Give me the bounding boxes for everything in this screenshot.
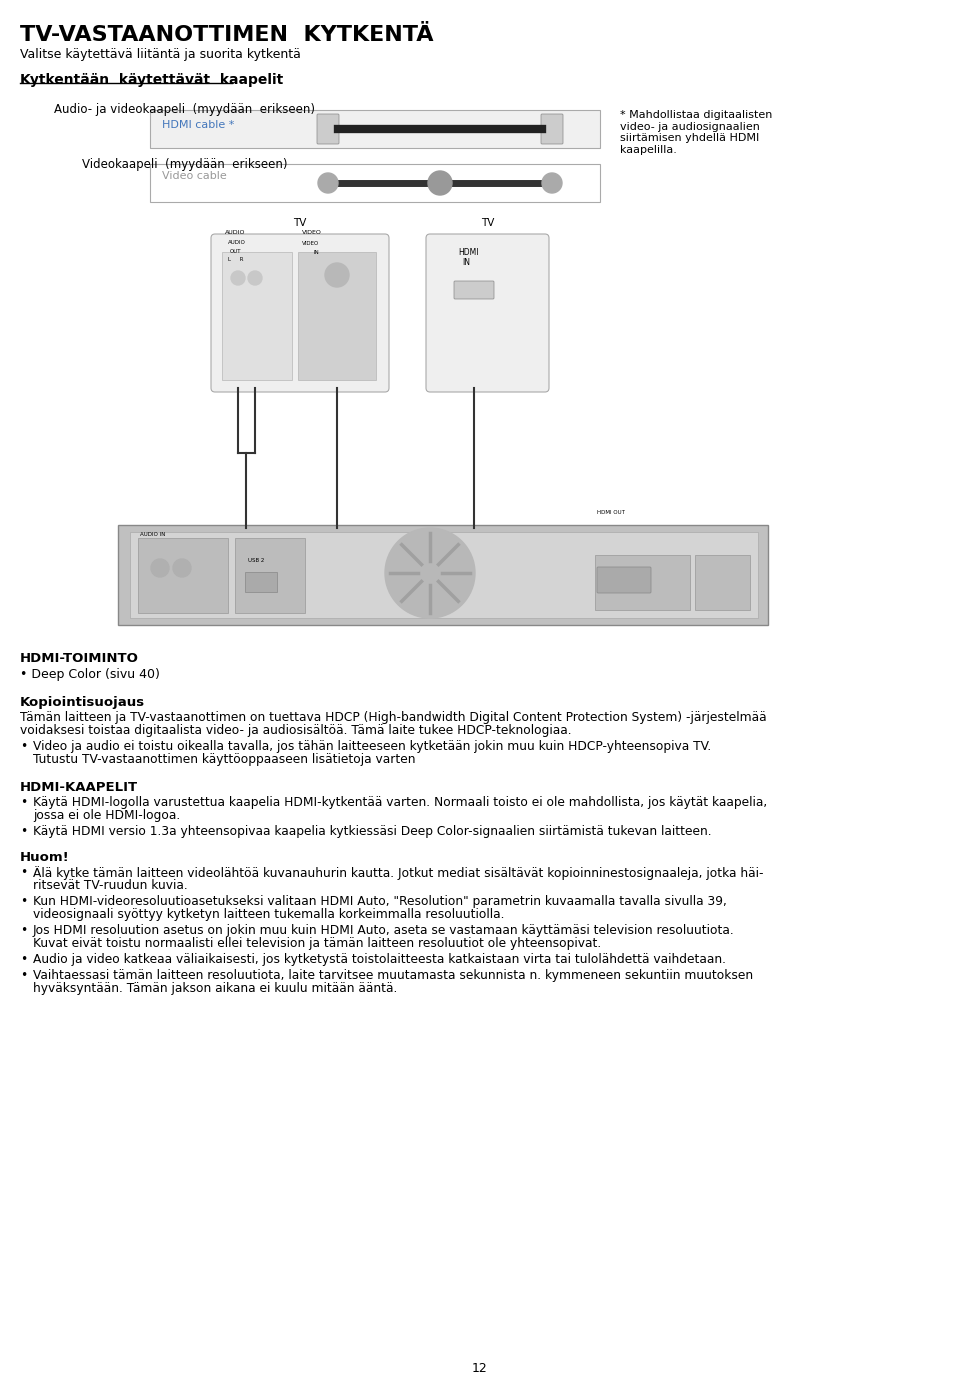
Text: AUDIO: AUDIO: [225, 230, 246, 235]
Text: USB 2: USB 2: [248, 557, 264, 563]
Text: AUDIO IN: AUDIO IN: [140, 532, 165, 537]
Text: IN: IN: [462, 259, 470, 267]
Text: HDMI OUT: HDMI OUT: [597, 510, 625, 514]
Text: Käytä HDMI-logolla varustettua kaapelia HDMI-kytkentää varten. Normaali toisto e: Käytä HDMI-logolla varustettua kaapelia …: [33, 797, 767, 809]
Text: hyväksyntään. Tämän jakson aikana ei kuulu mitään ääntä.: hyväksyntään. Tämän jakson aikana ei kuu…: [33, 982, 397, 994]
Text: •: •: [20, 895, 27, 909]
FancyBboxPatch shape: [595, 555, 690, 610]
Text: Kun HDMI-videoresoluutioasetukseksi valitaan HDMI Auto, "Resolution" parametrin : Kun HDMI-videoresoluutioasetukseksi vali…: [33, 895, 727, 909]
Text: Käytä HDMI versio 1.3a yhteensopivaa kaapelia kytkiessäsi Deep Color-signaalien : Käytä HDMI versio 1.3a yhteensopivaa kaa…: [33, 826, 711, 838]
Text: •: •: [20, 826, 27, 838]
Text: HDMI: HDMI: [458, 248, 478, 257]
Text: * Mahdollistaa digitaalisten
video- ja audiosignaalien
siirtämisen yhdellä HDMI
: * Mahdollistaa digitaalisten video- ja a…: [620, 111, 773, 155]
Text: Huom!: Huom!: [20, 851, 70, 864]
Text: HDMI cable *: HDMI cable *: [162, 120, 234, 130]
Circle shape: [428, 171, 452, 195]
FancyBboxPatch shape: [695, 555, 750, 610]
Circle shape: [151, 559, 169, 577]
Circle shape: [318, 173, 338, 194]
Text: Älä kytke tämän laitteen videolähtöä kuvanauhurin kautta. Jotkut mediat sisältäv: Älä kytke tämän laitteen videolähtöä kuv…: [33, 866, 763, 880]
Text: HDMI-TOIMINTO: HDMI-TOIMINTO: [20, 651, 139, 665]
Text: TV: TV: [294, 219, 306, 228]
Text: TV: TV: [481, 219, 494, 228]
Text: Audio ja video katkeaa väliaikaisesti, jos kytketystä toistolaitteesta katkaista: Audio ja video katkeaa väliaikaisesti, j…: [33, 953, 726, 965]
Text: Jos HDMI resoluution asetus on jokin muu kuin HDMI Auto, aseta se vastamaan käyt: Jos HDMI resoluution asetus on jokin muu…: [33, 924, 734, 938]
Text: L     R: L R: [228, 257, 244, 261]
FancyBboxPatch shape: [317, 113, 339, 144]
FancyBboxPatch shape: [118, 526, 768, 625]
FancyBboxPatch shape: [454, 281, 494, 299]
FancyBboxPatch shape: [130, 532, 758, 618]
Text: •: •: [20, 797, 27, 809]
Text: Videokaapeli  (myydään  erikseen): Videokaapeli (myydään erikseen): [83, 158, 288, 171]
Text: Kuvat eivät toistu normaalisti ellei television ja tämän laitteen resoluutiot ol: Kuvat eivät toistu normaalisti ellei tel…: [33, 938, 601, 950]
FancyBboxPatch shape: [426, 234, 549, 391]
Text: 12: 12: [472, 1362, 488, 1375]
Text: VIDEO: VIDEO: [302, 241, 320, 246]
Text: OUT: OUT: [230, 249, 242, 254]
Text: Valitse käytettävä liitäntä ja suorita kytkentä: Valitse käytettävä liitäntä ja suorita k…: [20, 48, 300, 61]
Text: AUDIO: AUDIO: [228, 241, 246, 245]
FancyBboxPatch shape: [138, 538, 228, 613]
Circle shape: [173, 559, 191, 577]
Circle shape: [248, 271, 262, 285]
Text: •: •: [20, 924, 27, 938]
Text: IN: IN: [314, 250, 320, 254]
FancyBboxPatch shape: [541, 113, 563, 144]
FancyBboxPatch shape: [222, 252, 292, 380]
Text: Video cable: Video cable: [162, 171, 227, 181]
Text: •: •: [20, 740, 27, 752]
Text: Video ja audio ei toistu oikealla tavalla, jos tähän laitteeseen kytketään jokin: Video ja audio ei toistu oikealla tavall…: [33, 740, 711, 752]
FancyBboxPatch shape: [235, 538, 305, 613]
Text: jossa ei ole HDMI-logoa.: jossa ei ole HDMI-logoa.: [33, 809, 180, 822]
Text: Audio- ja videokaapeli  (myydään  erikseen): Audio- ja videokaapeli (myydään erikseen…: [55, 102, 316, 116]
Text: •: •: [20, 969, 27, 982]
Text: Kytkentään  käytettävät  kaapelit: Kytkentään käytettävät kaapelit: [20, 73, 283, 87]
Text: VIDEO: VIDEO: [302, 230, 322, 235]
FancyBboxPatch shape: [211, 234, 389, 391]
Text: Kopiointisuojaus: Kopiointisuojaus: [20, 696, 145, 709]
Text: •: •: [20, 866, 27, 880]
Text: videosignaali syöttyy kytketyn laitteen tukemalla korkeimmalla resoluutiolla.: videosignaali syöttyy kytketyn laitteen …: [33, 909, 505, 921]
FancyBboxPatch shape: [597, 567, 651, 593]
Text: Tutustu TV-vastaanottimen käyttöoppaaseen lisätietoja varten: Tutustu TV-vastaanottimen käyttöoppaasee…: [33, 752, 416, 766]
Text: Tämän laitteen ja TV-vastaanottimen on tuettava HDCP (High-bandwidth Digital Con: Tämän laitteen ja TV-vastaanottimen on t…: [20, 711, 767, 723]
FancyBboxPatch shape: [150, 111, 600, 148]
Circle shape: [231, 271, 245, 285]
Circle shape: [385, 528, 475, 618]
Circle shape: [542, 173, 562, 194]
FancyBboxPatch shape: [298, 252, 376, 380]
FancyBboxPatch shape: [245, 573, 277, 592]
Text: TV-VASTAANOTTIMEN  KYTKENTÄ: TV-VASTAANOTTIMEN KYTKENTÄ: [20, 25, 434, 46]
Text: HDMI-KAAPELIT: HDMI-KAAPELIT: [20, 781, 138, 794]
Text: ritsevät TV-ruudun kuvia.: ritsevät TV-ruudun kuvia.: [33, 880, 188, 892]
Text: •: •: [20, 953, 27, 965]
Text: • Deep Color (sivu 40): • Deep Color (sivu 40): [20, 668, 160, 680]
Text: voidaksesi toistaa digitaalista video- ja audiosisältöä. Tämä laite tukee HDCP-t: voidaksesi toistaa digitaalista video- j…: [20, 723, 571, 737]
Circle shape: [325, 263, 349, 288]
Text: Vaihtaessasi tämän laitteen resoluutiota, laite tarvitsee muutamasta sekunnista : Vaihtaessasi tämän laitteen resoluutiota…: [33, 969, 754, 982]
FancyBboxPatch shape: [150, 165, 600, 202]
